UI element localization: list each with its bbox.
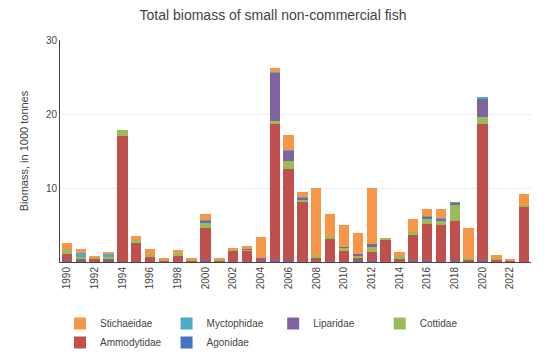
svg-text:2006: 2006 — [283, 267, 294, 290]
svg-text:30: 30 — [46, 35, 58, 46]
svg-text:Agonidae: Agonidae — [207, 337, 250, 348]
svg-text:2012: 2012 — [366, 267, 377, 290]
svg-text:1996: 1996 — [144, 267, 155, 290]
svg-text:1992: 1992 — [89, 267, 100, 290]
svg-text:1994: 1994 — [117, 267, 128, 290]
svg-text:2008: 2008 — [311, 267, 322, 290]
svg-text:20: 20 — [46, 109, 58, 120]
svg-text:2020: 2020 — [477, 267, 488, 290]
svg-text:1998: 1998 — [172, 267, 183, 290]
svg-text:Liparidae: Liparidae — [313, 318, 355, 329]
svg-text:Myctophidae: Myctophidae — [207, 318, 264, 329]
svg-text:Biomass, in 1000 tonnes: Biomass, in 1000 tonnes — [18, 90, 30, 211]
svg-text:2018: 2018 — [449, 267, 460, 290]
svg-text:2014: 2014 — [394, 267, 405, 290]
svg-text:2000: 2000 — [200, 267, 211, 290]
svg-text:Stichaeidae: Stichaeidae — [100, 318, 153, 329]
svg-text:2010: 2010 — [338, 267, 349, 290]
svg-text:2022: 2022 — [504, 267, 515, 290]
svg-text:Ammodytidae: Ammodytidae — [100, 337, 162, 348]
svg-text:2016: 2016 — [421, 267, 432, 290]
svg-text:1990: 1990 — [61, 267, 72, 290]
svg-text:2002: 2002 — [227, 267, 238, 290]
svg-text:Cottidae: Cottidae — [420, 318, 458, 329]
svg-text:10: 10 — [46, 183, 58, 194]
svg-text:2004: 2004 — [255, 267, 266, 290]
svg-text:Total biomass of small non-com: Total biomass of small non-commercial fi… — [140, 7, 407, 23]
